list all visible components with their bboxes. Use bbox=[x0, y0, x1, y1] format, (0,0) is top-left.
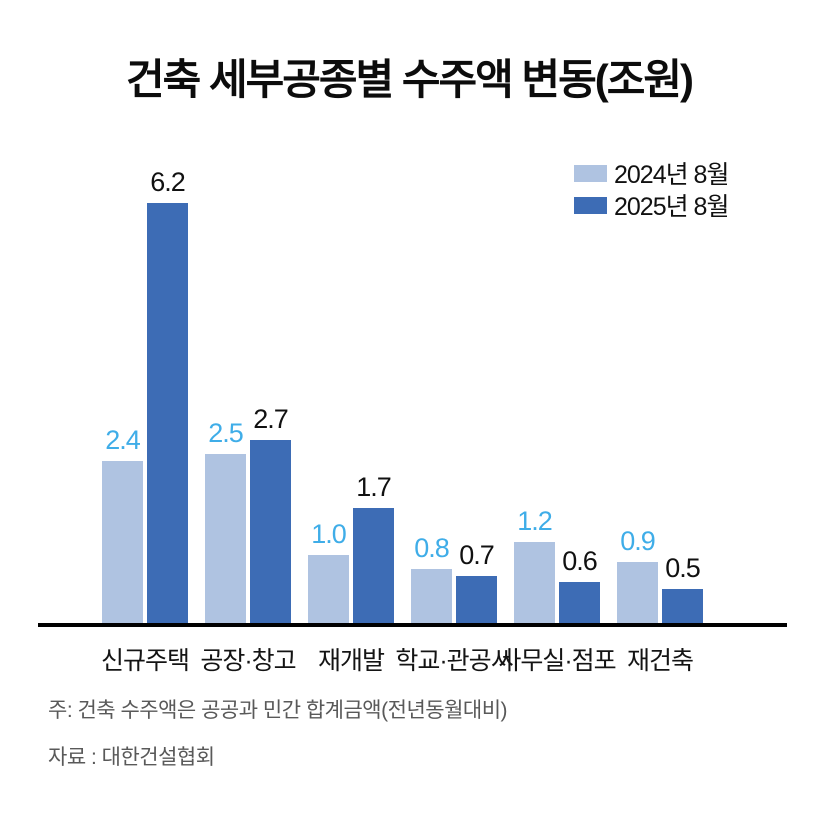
category-label: 재건축 bbox=[626, 647, 694, 675]
bar-column: 2.7 bbox=[250, 404, 291, 623]
bar-column: 2.5 bbox=[205, 418, 246, 623]
bar-group-1: 2.4 6.2 bbox=[102, 167, 188, 623]
bar-group-6: 0.9 0.5 bbox=[617, 526, 703, 623]
legend-item-2025: 2025년 8월 bbox=[574, 193, 729, 221]
bar-2025 bbox=[250, 440, 291, 623]
legend-item-2024: 2024년 8월 bbox=[574, 161, 729, 189]
bar-column: 1.2 bbox=[514, 506, 555, 623]
bar-group-2: 2.5 2.7 bbox=[205, 404, 291, 623]
bar-group-4: 0.8 0.7 bbox=[411, 533, 497, 623]
bar-value-label: 2.5 bbox=[208, 417, 244, 448]
bar-value-label: 6.2 bbox=[150, 167, 186, 198]
bar-2024 bbox=[205, 453, 246, 623]
bar-value-label: 1.7 bbox=[356, 471, 392, 502]
bar-value-label: 2.7 bbox=[253, 404, 289, 435]
category-label: 재개발 bbox=[317, 647, 385, 675]
legend-swatch-2024-icon bbox=[574, 164, 607, 182]
bar-2024 bbox=[411, 568, 452, 623]
category-cell: 재개발 bbox=[308, 641, 394, 675]
category-cell: 신규주택 bbox=[101, 641, 190, 675]
bar-value-label: 0.5 bbox=[665, 553, 701, 584]
source-text: 자료 : 대한건설협회 bbox=[48, 746, 215, 769]
bar-value-label: 0.6 bbox=[562, 546, 598, 577]
bar-2025 bbox=[353, 507, 394, 623]
bar-column: 0.9 bbox=[617, 526, 658, 623]
bar-value-label: 2.4 bbox=[105, 424, 141, 455]
bar-column: 0.5 bbox=[662, 553, 703, 623]
bar-value-label: 0.9 bbox=[620, 526, 656, 557]
bar-2025 bbox=[147, 203, 188, 623]
legend-label-2025: 2025년 8월 bbox=[614, 193, 729, 221]
page-title: 건축 세부공종별 수주액 변동(조원) bbox=[126, 56, 694, 103]
category-label: 학교·관공서 bbox=[395, 647, 513, 675]
legend: 2024년 8월 2025년 8월 bbox=[574, 161, 729, 221]
bar-column: 1.0 bbox=[308, 519, 349, 623]
bar-2025 bbox=[559, 582, 600, 623]
category-label: 신규주택 bbox=[100, 647, 190, 675]
bar-value-label: 1.2 bbox=[517, 505, 553, 536]
footnote-text: 주: 건축 수주액은 공공과 민간 합계금액(전년동월대비) bbox=[48, 699, 508, 722]
bar-value-label: 0.8 bbox=[414, 532, 450, 563]
bar-column: 0.8 bbox=[411, 533, 452, 623]
category-axis-labels: 신규주택 공장·창고 재개발 학교·관공서 사무실·점포 재건축 bbox=[101, 641, 703, 675]
bar-2025 bbox=[456, 575, 497, 623]
bar-2025 bbox=[662, 589, 703, 623]
bar-column: 0.7 bbox=[456, 540, 497, 623]
category-cell: 사무실·점포 bbox=[498, 641, 616, 675]
bar-column: 1.7 bbox=[353, 472, 394, 623]
bar-group-3: 1.0 1.7 bbox=[308, 472, 394, 623]
bar-column: 2.4 bbox=[102, 424, 143, 623]
category-cell: 공장·창고 bbox=[200, 641, 296, 675]
bar-2024 bbox=[514, 541, 555, 623]
x-axis-line bbox=[38, 623, 787, 627]
legend-label-2024: 2024년 8월 bbox=[614, 161, 729, 189]
bar-column: 0.6 bbox=[559, 546, 600, 623]
category-cell: 학교·관공서 bbox=[395, 641, 513, 675]
bar-2024 bbox=[617, 562, 658, 623]
bar-2024 bbox=[102, 460, 143, 623]
category-label: 공장·창고 bbox=[200, 647, 296, 675]
bar-plot-area: 2.4 6.2 2.5 2.7 1.0 1.7 0.8 0.7 1.2 0.6 0.9 0.5 bbox=[102, 159, 703, 623]
bar-column: 6.2 bbox=[147, 167, 188, 623]
category-label: 사무실·점포 bbox=[498, 647, 616, 675]
bar-value-label: 1.0 bbox=[311, 519, 347, 550]
category-cell: 재건축 bbox=[617, 641, 703, 675]
bar-2024 bbox=[308, 555, 349, 623]
legend-swatch-2025-icon bbox=[574, 196, 607, 214]
bar-value-label: 0.7 bbox=[459, 539, 495, 570]
bar-group-5: 1.2 0.6 bbox=[514, 506, 600, 623]
